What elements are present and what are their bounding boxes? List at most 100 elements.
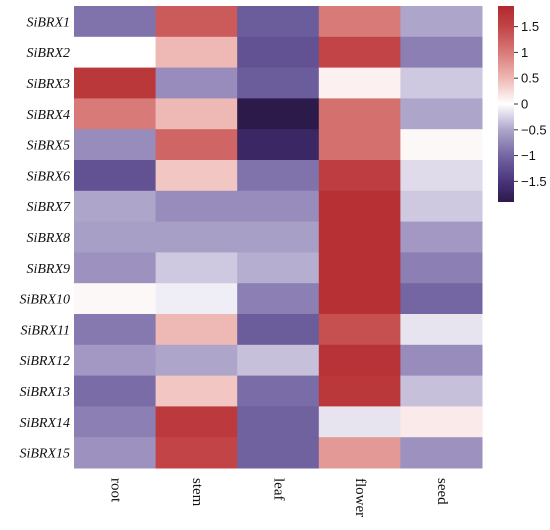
colorbar: 1.5 1 0.5 0 −0.5 −1 −1.5 <box>498 6 547 202</box>
heatmap-cell-SiBRX11-stem <box>155 314 238 346</box>
row-label: SiBRX14 <box>19 416 70 431</box>
heatmap-cell-SiBRX10-seed <box>400 283 483 315</box>
heatmap-cell-SiBRX13-leaf <box>237 375 320 407</box>
heatmap-cell-SiBRX2-root <box>74 36 157 69</box>
heatmap-cell-SiBRX7-stem <box>155 190 238 223</box>
heatmap-cell-SiBRX15-leaf <box>237 437 320 469</box>
heatmap-cell-SiBRX14-leaf <box>237 406 320 438</box>
heatmap-cell-SiBRX14-seed <box>400 406 483 438</box>
heatmap-cell-SiBRX9-leaf <box>237 252 320 284</box>
row-label: SiBRX1 <box>26 15 70 30</box>
heatmap-cell-SiBRX3-seed <box>400 67 483 99</box>
heatmap-cell-SiBRX6-seed <box>400 160 483 192</box>
heatmap-cell-SiBRX4-leaf <box>237 98 320 130</box>
row-label: SiBRX7 <box>26 200 71 215</box>
row-label: SiBRX15 <box>19 447 70 462</box>
colorbar-tick-label: 1 <box>521 45 528 60</box>
heatmap-cell-SiBRX12-stem <box>155 344 238 377</box>
heatmap-cell-SiBRX3-root <box>74 67 157 99</box>
heatmap-cell-SiBRX5-flower <box>318 129 401 161</box>
heatmap-cell-SiBRX7-flower <box>318 190 401 223</box>
heatmap-cell-SiBRX11-root <box>74 314 157 346</box>
heatmap-cell-SiBRX10-root <box>74 283 157 315</box>
heatmap-cells <box>74 6 483 469</box>
row-label: SiBRX6 <box>26 169 70 184</box>
heatmap-cell-SiBRX11-flower <box>318 314 401 346</box>
heatmap-cell-SiBRX13-root <box>74 375 157 407</box>
heatmap-cell-SiBRX12-leaf <box>237 344 320 377</box>
heatmap-cell-SiBRX15-seed <box>400 437 483 469</box>
heatmap-cell-SiBRX5-stem <box>155 129 238 161</box>
colorbar-gradient <box>498 6 514 202</box>
colorbar-tick-label: −1 <box>521 148 536 163</box>
row-label: SiBRX8 <box>26 231 70 246</box>
row-label: SiBRX2 <box>26 46 70 61</box>
heatmap-cell-SiBRX5-leaf <box>237 129 320 161</box>
column-label: leaf <box>271 478 287 500</box>
colorbar-tick-label: 0.5 <box>521 71 539 86</box>
heatmap-cell-SiBRX8-flower <box>318 221 401 253</box>
heatmap-cell-SiBRX4-seed <box>400 98 483 130</box>
heatmap-cell-SiBRX12-flower <box>318 344 401 377</box>
colorbar-tick-label: −1.5 <box>521 174 547 189</box>
heatmap-cell-SiBRX2-flower <box>318 36 401 69</box>
heatmap-cell-SiBRX2-seed <box>400 36 483 69</box>
heatmap-cell-SiBRX3-leaf <box>237 67 320 99</box>
heatmap-cell-SiBRX8-seed <box>400 221 483 253</box>
heatmap-cell-SiBRX14-root <box>74 406 157 438</box>
row-label: SiBRX4 <box>26 108 70 123</box>
row-label: SiBRX12 <box>19 354 70 369</box>
row-label: SiBRX9 <box>26 262 70 277</box>
heatmap-cell-SiBRX9-stem <box>155 252 238 284</box>
row-labels: SiBRX1 SiBRX2 SiBRX3 SiBRX4 SiBRX5 SiBRX6 SiBR… <box>19 15 71 461</box>
column-label: seed <box>434 478 450 505</box>
heatmap-cell-SiBRX15-root <box>74 437 157 469</box>
heatmap-cell-SiBRX13-stem <box>155 375 238 407</box>
colorbar-tick-label: 0 <box>521 97 528 112</box>
heatmap-cell-SiBRX1-flower <box>318 6 401 38</box>
heatmap-cell-SiBRX11-seed <box>400 314 483 346</box>
row-label: SiBRX3 <box>26 77 70 92</box>
heatmap-cell-SiBRX4-stem <box>155 98 238 130</box>
heatmap-cell-SiBRX10-flower <box>318 283 401 315</box>
heatmap-cell-SiBRX4-root <box>74 98 157 130</box>
heatmap-cell-SiBRX7-leaf <box>237 190 320 223</box>
heatmap-cell-SiBRX5-root <box>74 129 157 161</box>
heatmap-cell-SiBRX1-leaf <box>237 6 320 38</box>
heatmap-cell-SiBRX5-seed <box>400 129 483 161</box>
heatmap-cell-SiBRX2-stem <box>155 36 238 69</box>
row-label: SiBRX11 <box>20 323 70 338</box>
heatmap-cell-SiBRX8-stem <box>155 221 238 253</box>
heatmap-cell-SiBRX13-flower <box>318 375 401 407</box>
column-labels: root stem leaf flower seed <box>107 478 449 517</box>
heatmap-cell-SiBRX6-flower <box>318 160 401 192</box>
heatmap-cell-SiBRX9-root <box>74 252 157 284</box>
heatmap-cell-SiBRX9-flower <box>318 252 401 284</box>
heatmap-cell-SiBRX1-root <box>74 6 157 38</box>
colorbar-tick-label: −0.5 <box>521 122 547 137</box>
heatmap-cell-SiBRX14-flower <box>318 406 401 438</box>
heatmap-cell-SiBRX1-seed <box>400 6 483 38</box>
heatmap-cell-SiBRX3-flower <box>318 67 401 99</box>
column-label: flower <box>352 478 368 517</box>
row-label: SiBRX5 <box>26 139 70 154</box>
heatmap-cell-SiBRX14-stem <box>155 406 238 438</box>
heatmap-cell-SiBRX4-flower <box>318 98 401 130</box>
heatmap-cell-SiBRX10-stem <box>155 283 238 315</box>
heatmap-cell-SiBRX6-stem <box>155 160 238 192</box>
heatmap-cell-SiBRX12-root <box>74 344 157 377</box>
heatmap-cell-SiBRX6-leaf <box>237 160 320 192</box>
colorbar-tick-label: 1.5 <box>521 19 539 34</box>
heatmap-cell-SiBRX13-seed <box>400 375 483 407</box>
heatmap-cell-SiBRX15-stem <box>155 437 238 469</box>
heatmap-cell-SiBRX9-seed <box>400 252 483 284</box>
heatmap-cell-SiBRX6-root <box>74 160 157 192</box>
row-label: SiBRX13 <box>19 385 70 400</box>
heatmap-cell-SiBRX1-stem <box>155 6 238 38</box>
column-label: root <box>107 478 123 503</box>
heatmap-cell-SiBRX11-leaf <box>237 314 320 346</box>
heatmap-cell-SiBRX15-flower <box>318 437 401 469</box>
heatmap-cell-SiBRX12-seed <box>400 344 483 377</box>
column-label: stem <box>189 478 205 507</box>
